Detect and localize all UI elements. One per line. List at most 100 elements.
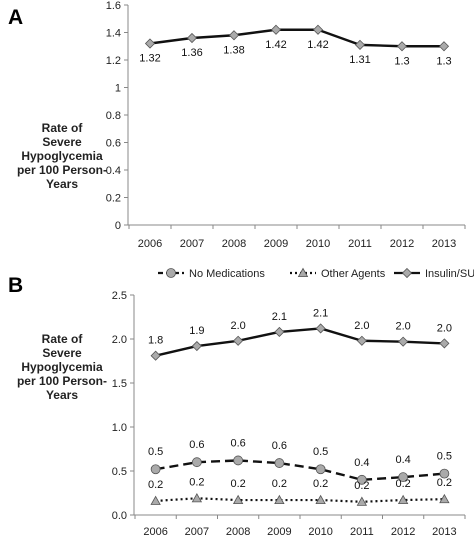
panel-a-y-tick-label: 0.2 xyxy=(106,193,121,205)
panel-b-series-insulin-su-data-label: 1.8 xyxy=(148,335,163,347)
panel-a-series-0-data-label: 1.38 xyxy=(223,44,244,56)
panel-b-series-insulin-su-data-label: 2.1 xyxy=(272,311,287,323)
panel-b-series-other-agents-data-label: 0.2 xyxy=(272,478,287,490)
panel-b-series-other-agents-data-label: 0.2 xyxy=(189,476,204,488)
panel-a-x-tick-label: 2007 xyxy=(180,238,204,250)
panel-b-series-insulin-su-data-label: 1.9 xyxy=(189,325,204,337)
panel-b-series-insulin-su-point xyxy=(274,326,285,338)
panel-a-y-tick-label: 1.6 xyxy=(106,0,121,12)
panel-b-x-tick-label: 2006 xyxy=(143,526,167,535)
panel-b-series-no-medications-point xyxy=(356,474,367,485)
panel-a-ylabel-line: per 100 Person- xyxy=(17,163,107,177)
panel-a-ylabel-line: Hypoglycemia xyxy=(21,149,103,163)
panel-a-ylabel-line: Years xyxy=(46,177,78,191)
panel-b-series-insulin-su-data-label: 2.0 xyxy=(395,321,410,333)
panel-b-ylabel-line: Hypoglycemia xyxy=(21,360,103,374)
panel-a-series-0-data-label: 1.32 xyxy=(139,53,160,65)
panel-b-series-other-agents-point xyxy=(356,496,368,506)
panel-a-y-tick-label: 0 xyxy=(115,220,121,232)
panel-b-series-insulin-su-data-label: 2.0 xyxy=(230,320,245,332)
panel-a-series-0-data-label: 1.42 xyxy=(265,39,286,51)
panel-b-series-no-medications-data-label: 0.6 xyxy=(272,440,287,452)
panel-b-series-other-agents-data-label: 0.2 xyxy=(313,478,328,490)
panel-a-y-tick-label: 1.2 xyxy=(106,55,121,67)
panel-a-series-0-point xyxy=(312,24,324,35)
panel-b-ylabel-line: Years xyxy=(46,388,78,402)
panel-a-y-tick-label: 0.4 xyxy=(106,165,121,177)
panel-a-ylabel-line: Rate of xyxy=(42,121,84,135)
panel-b-y-tick-label: 2.0 xyxy=(112,334,127,346)
panel-b-series-insulin-su-point xyxy=(356,335,367,346)
panel-b-legend-other-agents-marker xyxy=(297,267,309,278)
panel-a-series-0-data-label: 1.3 xyxy=(394,55,409,67)
panel-b-series-other-agents-point xyxy=(150,495,161,505)
panel-b-series-no-medications-point xyxy=(398,472,409,483)
panel-a-y-tick-label: 1.4 xyxy=(106,28,121,40)
panel-b-x-tick-label: 2012 xyxy=(391,526,415,535)
panel-b-series-no-medications-data-label: 0.5 xyxy=(148,446,163,458)
panel-b-legend-no-medications-label: No Medications xyxy=(189,268,265,280)
panel-b-series-insulin-su-point xyxy=(233,335,244,346)
panel-b-series-other-agents-point xyxy=(232,494,244,505)
panel-b-x-tick-label: 2007 xyxy=(185,526,209,535)
panel-a-series-0-point xyxy=(396,41,408,52)
panel-b-x-tick-label: 2013 xyxy=(432,526,456,535)
panel-b-series-insulin-su-data-label: 2.0 xyxy=(354,320,369,332)
panel-b-series-no-medications-point xyxy=(439,468,450,479)
panel-b-series-insulin-su-line xyxy=(155,327,445,357)
panel-b-y-tick-label: 1.5 xyxy=(112,378,127,390)
panel-a-series-0-data-label: 1.31 xyxy=(349,54,370,66)
panel-a-series-0-data-label: 1.36 xyxy=(181,47,202,59)
panel-a-x-tick-label: 2006 xyxy=(138,238,162,250)
panel-a-series-0-point xyxy=(186,32,198,44)
panel-b-x-tick-label: 2009 xyxy=(267,526,291,535)
panel-b-series-other-agents-point xyxy=(397,494,409,505)
panel-a-series-0-data-label: 1.3 xyxy=(436,55,451,67)
panel-a-x-tick-label: 2010 xyxy=(306,238,330,250)
panel-b-series-no-medications-data-label: 0.4 xyxy=(395,454,410,466)
panel-b-legend-insulin-su-label: Insulin/SU xyxy=(425,268,474,280)
panel-b-series-no-medications-data-label: 0.6 xyxy=(189,439,204,451)
panel-a-y-tick-label: 1 xyxy=(115,83,121,95)
panel-b-series-other-agents-point xyxy=(191,492,203,503)
panel-b-letter: B xyxy=(8,274,23,297)
panel-b-series-other-agents-point xyxy=(439,493,450,504)
panel-b-series-no-medications-data-label: 0.6 xyxy=(230,437,245,449)
panel-a-x-tick-label: 2012 xyxy=(390,238,414,250)
panel-a-series-0-data-label: 1.42 xyxy=(307,39,328,51)
panel-b-series-other-agents-data-label: 0.2 xyxy=(354,480,369,492)
panel-a-x-tick-label: 2011 xyxy=(348,238,372,250)
panel-b-series-insulin-su-data-label: 2.1 xyxy=(313,307,328,319)
panel-b-series-no-medications-point xyxy=(315,464,326,475)
panel-a-y-tick-label: 0.6 xyxy=(106,138,121,150)
panel-b-series-no-medications-data-label: 0.5 xyxy=(313,446,328,458)
panel-b-ylabel-line: Severe xyxy=(42,346,82,360)
panel-b-y-tick-label: 0.5 xyxy=(112,466,127,478)
panel-b-series-insulin-su-point xyxy=(315,323,326,334)
panel-a-ylabel-line: Severe xyxy=(42,135,82,149)
panel-b-legend-no-medications-marker xyxy=(166,268,176,278)
panel-b-series-no-medications-data-label: 0.4 xyxy=(354,457,369,469)
panel-b-ylabel-line: per 100 Person- xyxy=(17,374,107,388)
panel-b-x-tick-label: 2011 xyxy=(350,526,374,535)
panel-b-series-other-agents-data-label: 0.2 xyxy=(230,478,245,490)
panel-a-series-0-point xyxy=(270,24,282,35)
panel-b-y-tick-label: 0.0 xyxy=(112,510,127,522)
panel-b-series-insulin-su-point xyxy=(150,350,161,361)
panel-b-legend-insulin-su-marker xyxy=(401,267,413,279)
panel-b-series-other-agents-point xyxy=(274,494,285,505)
panel-a-series-0-point xyxy=(438,41,450,52)
panel-a-series-0-line xyxy=(149,28,444,48)
panel-a-x-tick-label: 2008 xyxy=(222,238,246,250)
panel-b-series-insulin-su-point xyxy=(398,336,409,347)
panel-b-series-other-agents-data-label: 0.2 xyxy=(395,478,410,490)
panel-a-x-tick-label: 2009 xyxy=(264,238,288,250)
panel-a-series-0-point xyxy=(354,39,366,50)
panel-b-series-other-agents-point xyxy=(315,494,326,505)
panel-a-x-tick-label: 2013 xyxy=(432,238,456,250)
panel-b-series-no-medications-point xyxy=(191,457,202,468)
panel-b-series-other-agents-data-label: 0.2 xyxy=(437,477,452,489)
panel-b-series-insulin-su-point xyxy=(191,340,202,352)
panel-b-series-no-medications-data-label: 0.5 xyxy=(437,451,452,463)
